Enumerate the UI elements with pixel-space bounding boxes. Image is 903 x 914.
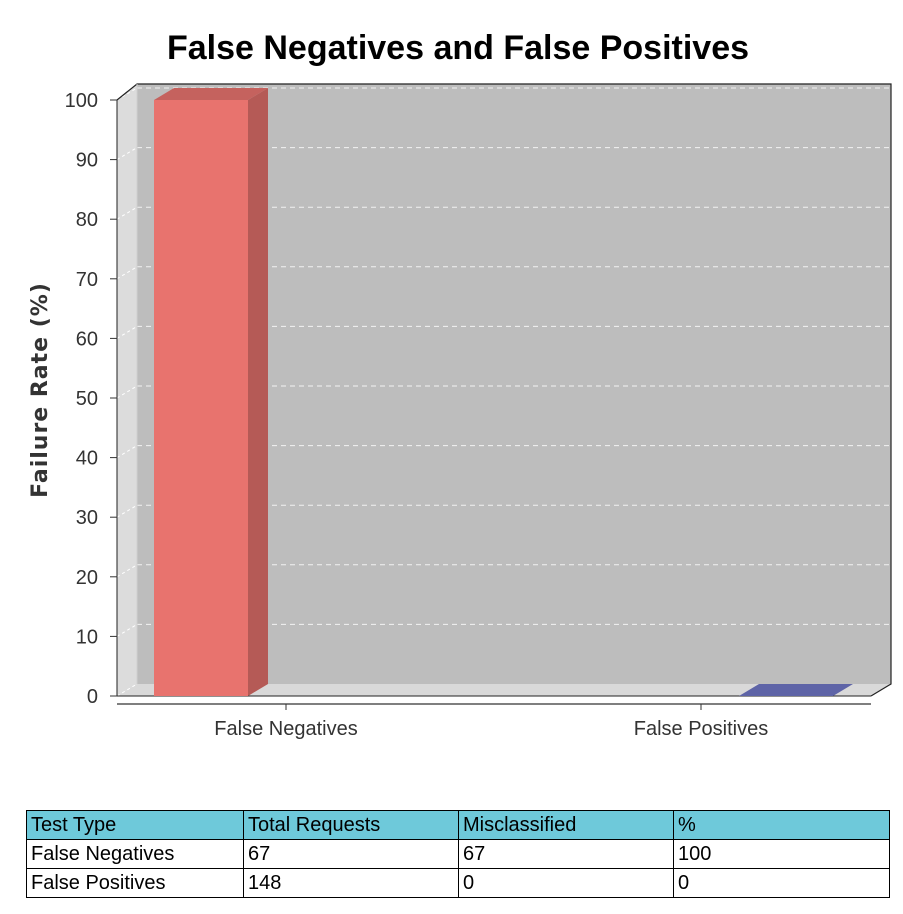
table-header-row: Test Type Total Requests Misclassified % [26, 810, 890, 840]
x-tick-label: False Positives [634, 718, 769, 740]
table-cell: 100 [673, 839, 890, 869]
gridline-side [116, 564, 138, 578]
y-axis-ticks: 0 10 20 30 40 50 60 70 80 90 100 [65, 90, 117, 708]
table-cell: 0 [458, 868, 674, 898]
gridline-side [116, 683, 138, 697]
bars [154, 88, 853, 696]
table-row: False Positives 148 0 0 [26, 868, 890, 898]
y-tick-label: 90 [76, 150, 98, 172]
bar-top [154, 88, 268, 100]
gridline-side [116, 325, 138, 339]
gridline-side [116, 147, 138, 161]
y-tick-label: 80 [76, 209, 98, 231]
gridline-side [116, 266, 138, 280]
table-cell: False Positives [26, 868, 244, 898]
bar-top [739, 684, 853, 696]
results-table: Test Type Total Requests Misclassified %… [26, 810, 890, 898]
gridline-side [116, 87, 138, 101]
gridline-side [116, 623, 138, 637]
plot-frame [116, 83, 892, 697]
table-cell: 67 [458, 839, 674, 869]
y-tick-label: 50 [76, 388, 98, 410]
bar-side [248, 88, 268, 696]
left-wall [117, 84, 137, 696]
gridline-side [116, 504, 138, 518]
bar [154, 100, 248, 696]
x-axis-ticks: False Negatives False Positives [214, 704, 768, 740]
y-tick-label: 40 [76, 448, 98, 470]
chart-title: False Negatives and False Positives [167, 29, 749, 67]
header-misclassified: Misclassified [458, 810, 674, 840]
header-test-type: Test Type [26, 810, 244, 840]
table-cell: 67 [243, 839, 459, 869]
y-tick-label: 60 [76, 328, 98, 350]
y-tick-label: 10 [76, 626, 98, 648]
y-tick-label: 20 [76, 567, 98, 589]
y-axis-label: Failure Rate (%) [28, 282, 53, 498]
chart: False Negatives and False Positives Fail… [28, 29, 892, 740]
x-tick-label: False Negatives [214, 718, 357, 740]
y-tick-label: 30 [76, 507, 98, 529]
y-tick-label: 70 [76, 269, 98, 291]
gridline-side [116, 206, 138, 220]
table-cell: False Negatives [26, 839, 244, 869]
y-tick-label: 0 [87, 686, 98, 708]
table-cell: 0 [673, 868, 890, 898]
header-percent: % [673, 810, 890, 840]
table-row: False Negatives 67 67 100 [26, 839, 890, 869]
y-tick-label: 100 [65, 90, 98, 112]
gridline-side [116, 385, 138, 399]
table-cell: 148 [243, 868, 459, 898]
header-total-requests: Total Requests [243, 810, 459, 840]
gridline-side [116, 445, 138, 459]
floor [117, 684, 891, 696]
